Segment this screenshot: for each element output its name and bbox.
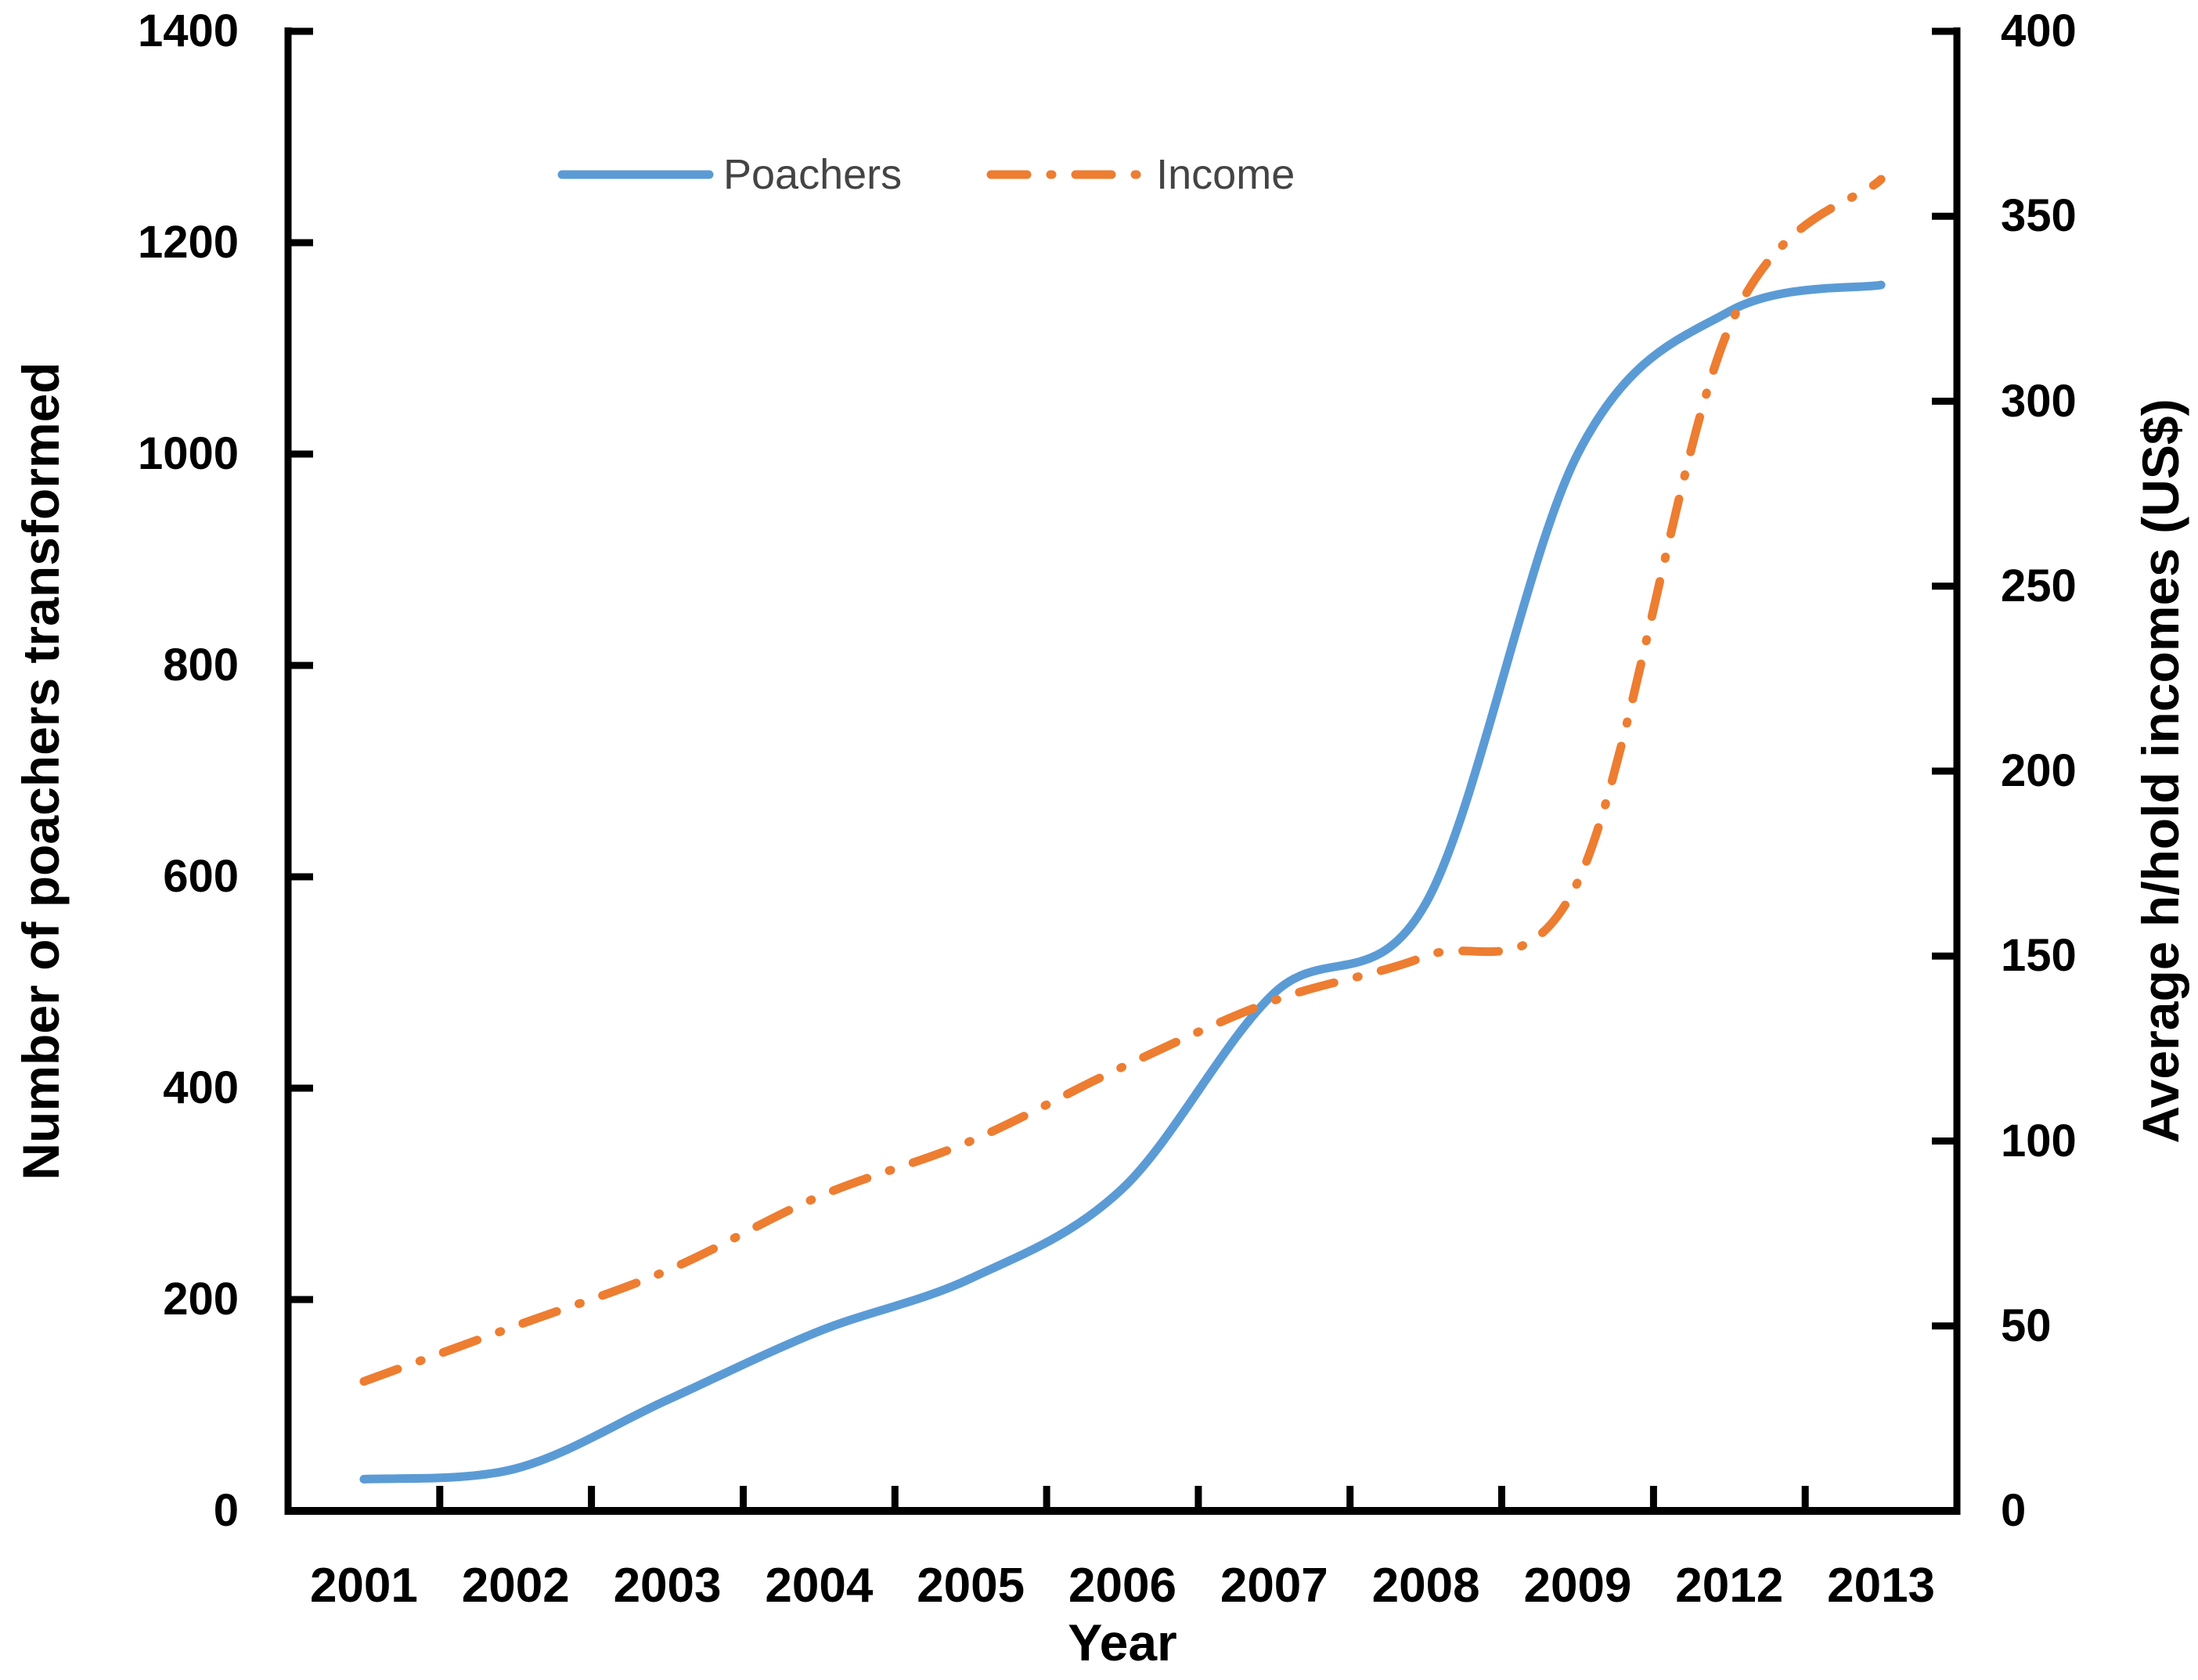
- x-tick-label: 2004: [765, 1559, 874, 1613]
- y-left-tick-label: 400: [163, 1062, 239, 1113]
- x-tick-label: 2005: [917, 1559, 1025, 1613]
- x-tick-label: 2007: [1220, 1559, 1328, 1613]
- y-axis-title-left: Number of poachers transformed: [12, 362, 70, 1181]
- y-right-tick-label: 0: [2001, 1485, 2027, 1536]
- series-line-poachers: [359, 280, 1886, 1484]
- x-tick-label: 2001: [309, 1559, 418, 1613]
- x-axis-title: Year: [1068, 1613, 1177, 1671]
- x-tick-label: 2003: [613, 1559, 722, 1613]
- legend-line-sample-income: [986, 170, 1147, 179]
- y-right-tick-label: 150: [2001, 930, 2077, 982]
- y-left-tick-label: 1400: [137, 5, 239, 56]
- x-tick-label: 2002: [461, 1559, 570, 1613]
- x-tick-label: 2006: [1068, 1559, 1176, 1613]
- y-right-tick-label: 300: [2001, 375, 2077, 427]
- x-tick-label: 2013: [1827, 1559, 1936, 1613]
- y-right-tick-label: 50: [2001, 1300, 2052, 1351]
- y-right-tick-label: 400: [2001, 5, 2077, 56]
- y-left-tick-label: 200: [163, 1274, 239, 1325]
- y-left-tick-label: 600: [163, 851, 239, 902]
- y-left-tick-label: 800: [163, 640, 239, 690]
- x-tick-label: 2012: [1675, 1559, 1784, 1613]
- y-right-tick-label: 100: [2001, 1115, 2077, 1166]
- legend-label-poachers: Poachers: [723, 151, 903, 198]
- x-tick-label: 2009: [1523, 1559, 1632, 1613]
- legend: Poachers Income: [557, 150, 1295, 199]
- series-line-income: [359, 175, 1886, 1386]
- legend-label-income: Income: [1156, 151, 1295, 198]
- y-left-tick-label: 0: [213, 1485, 239, 1536]
- y-left-tick-label: 1200: [137, 217, 239, 268]
- legend-line-sample-poachers: [557, 170, 714, 179]
- y-right-tick-label: 350: [2001, 190, 2077, 242]
- x-tick-label: 2008: [1371, 1559, 1480, 1613]
- y-left-tick-label: 1000: [137, 428, 239, 479]
- y-right-tick-label: 200: [2001, 745, 2077, 796]
- y-right-tick-label: 250: [2001, 560, 2077, 611]
